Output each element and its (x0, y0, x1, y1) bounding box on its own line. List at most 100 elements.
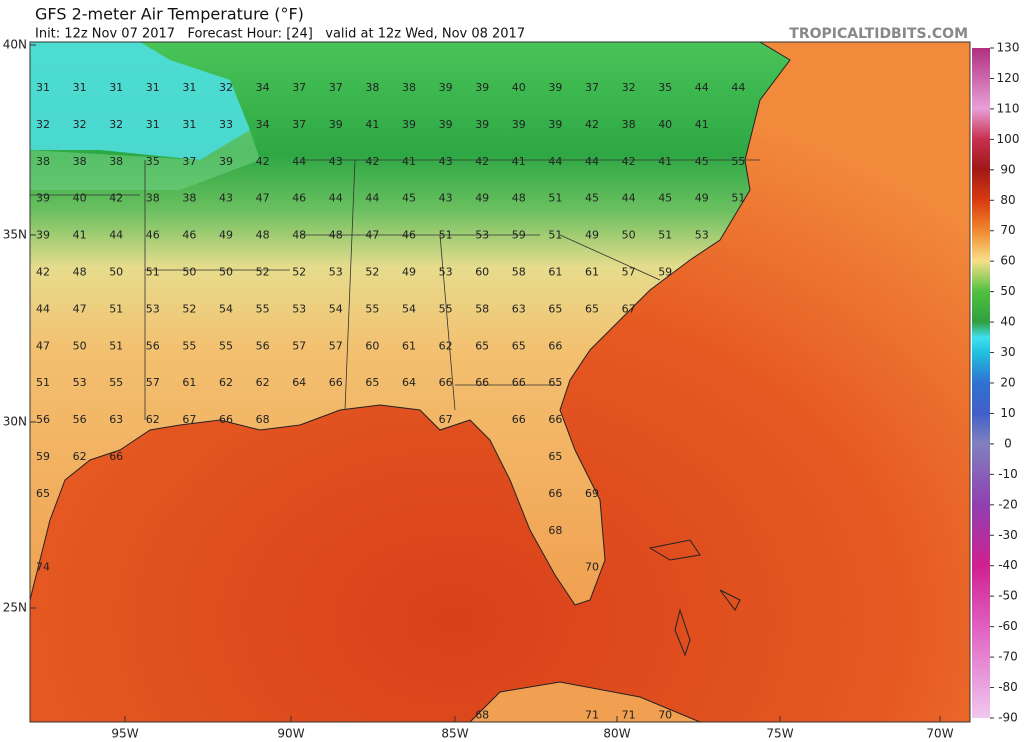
temperature-value: 31 (182, 118, 196, 131)
temperature-value: 59 (512, 229, 526, 242)
lat-label: 35N (3, 228, 27, 242)
colorbar-label: -70 (998, 650, 1018, 664)
temperature-value: 66 (219, 413, 233, 426)
colorbar-label: -90 (998, 711, 1018, 725)
temperature-value: 45 (658, 192, 672, 205)
temperature-value: 44 (548, 155, 562, 168)
temperature-value: 56 (146, 339, 160, 352)
temperature-value: 48 (256, 229, 270, 242)
temperature-value: 52 (256, 266, 270, 279)
temperature-value: 37 (329, 81, 343, 94)
temperature-value: 38 (73, 155, 87, 168)
temperature-value: 65 (585, 302, 599, 315)
temperature-value: 48 (73, 266, 87, 279)
temperature-value: 39 (548, 81, 562, 94)
temperature-value: 52 (365, 266, 379, 279)
temperature-value: 66 (109, 450, 123, 463)
temperature-value: 66 (548, 487, 562, 500)
temperature-value: 50 (109, 266, 123, 279)
temperature-value: 38 (622, 118, 636, 131)
temperature-value: 39 (475, 81, 489, 94)
temperature-value: 31 (182, 81, 196, 94)
map (30, 42, 970, 722)
temperature-value: 54 (219, 302, 233, 315)
temperature-value: 45 (402, 192, 416, 205)
temperature-value: 70 (585, 561, 599, 574)
temperature-value: 32 (36, 118, 50, 131)
temperature-value: 67 (182, 413, 196, 426)
temperature-value: 48 (292, 229, 306, 242)
lat-label: 40N (3, 38, 27, 52)
temperature-value: 55 (365, 302, 379, 315)
temperature-value: 54 (329, 302, 343, 315)
colorbar-label: 100 (997, 132, 1020, 146)
temperature-value: 49 (695, 192, 709, 205)
temperature-value: 66 (439, 376, 453, 389)
temperature-value: 51 (439, 229, 453, 242)
colorbar-label: 0 (1004, 436, 1012, 450)
lat-label: 25N (3, 601, 27, 615)
temperature-value: 59 (658, 266, 672, 279)
temperature-value: 39 (439, 81, 453, 94)
temperature-value: 51 (36, 376, 50, 389)
temperature-value: 32 (622, 81, 636, 94)
temperature-value: 53 (439, 266, 453, 279)
temperature-value: 44 (695, 81, 709, 94)
colorbar-label: -10 (998, 467, 1018, 481)
colorbar-label: -30 (998, 528, 1018, 542)
temperature-value: 40 (658, 118, 672, 131)
temperature-value: 56 (36, 413, 50, 426)
temperature-value: 43 (329, 155, 343, 168)
temperature-value: 37 (585, 81, 599, 94)
temperature-value: 61 (402, 339, 416, 352)
temperature-value: 42 (585, 118, 599, 131)
land (30, 42, 791, 606)
temperature-value: 39 (36, 229, 50, 242)
temperature-value: 39 (439, 118, 453, 131)
temperature-value: 65 (512, 339, 526, 352)
temperature-value: 65 (548, 450, 562, 463)
temperature-value: 65 (548, 376, 562, 389)
colorbar-label: 110 (997, 101, 1020, 115)
temperature-value: 52 (292, 266, 306, 279)
cold-area (30, 42, 250, 160)
temperature-value: 62 (439, 339, 453, 352)
temperature-value: 38 (365, 81, 379, 94)
temperature-value: 66 (512, 413, 526, 426)
temperature-value: 68 (256, 413, 270, 426)
temperature-value: 66 (512, 376, 526, 389)
temperature-value: 42 (622, 155, 636, 168)
lon-label: 90W (277, 727, 304, 741)
temperature-value: 51 (548, 192, 562, 205)
colorbar-label: -80 (998, 680, 1018, 694)
temperature-value: 49 (219, 229, 233, 242)
temperature-value: 39 (36, 192, 50, 205)
temperature-value: 53 (292, 302, 306, 315)
temperature-value: 65 (365, 376, 379, 389)
temperature-value: 45 (695, 155, 709, 168)
temperature-value: 54 (402, 302, 416, 315)
colorbar-label: 80 (1000, 193, 1015, 207)
colorbar-label: -40 (998, 558, 1018, 572)
temperature-value: 57 (622, 266, 636, 279)
temperature-value: 31 (73, 81, 87, 94)
temperature-value: 55 (182, 339, 196, 352)
colorbar-label: -60 (998, 619, 1018, 633)
colorbar-label: 60 (1000, 254, 1015, 268)
temperature-value: 39 (475, 118, 489, 131)
temperature-value: 34 (256, 81, 270, 94)
temperature-value: 70 (658, 708, 672, 721)
temperature-value: 61 (182, 376, 196, 389)
temperature-value: 31 (109, 81, 123, 94)
temperature-value: 56 (256, 339, 270, 352)
temperature-value: 68 (475, 708, 489, 721)
temperature-value: 51 (146, 266, 160, 279)
temperature-value: 51 (109, 339, 123, 352)
temperature-value: 60 (475, 266, 489, 279)
temperature-value: 51 (658, 229, 672, 242)
temperature-value: 42 (109, 192, 123, 205)
temperature-value: 39 (402, 118, 416, 131)
temperature-value: 37 (292, 81, 306, 94)
colorbar-label: -20 (998, 497, 1018, 511)
